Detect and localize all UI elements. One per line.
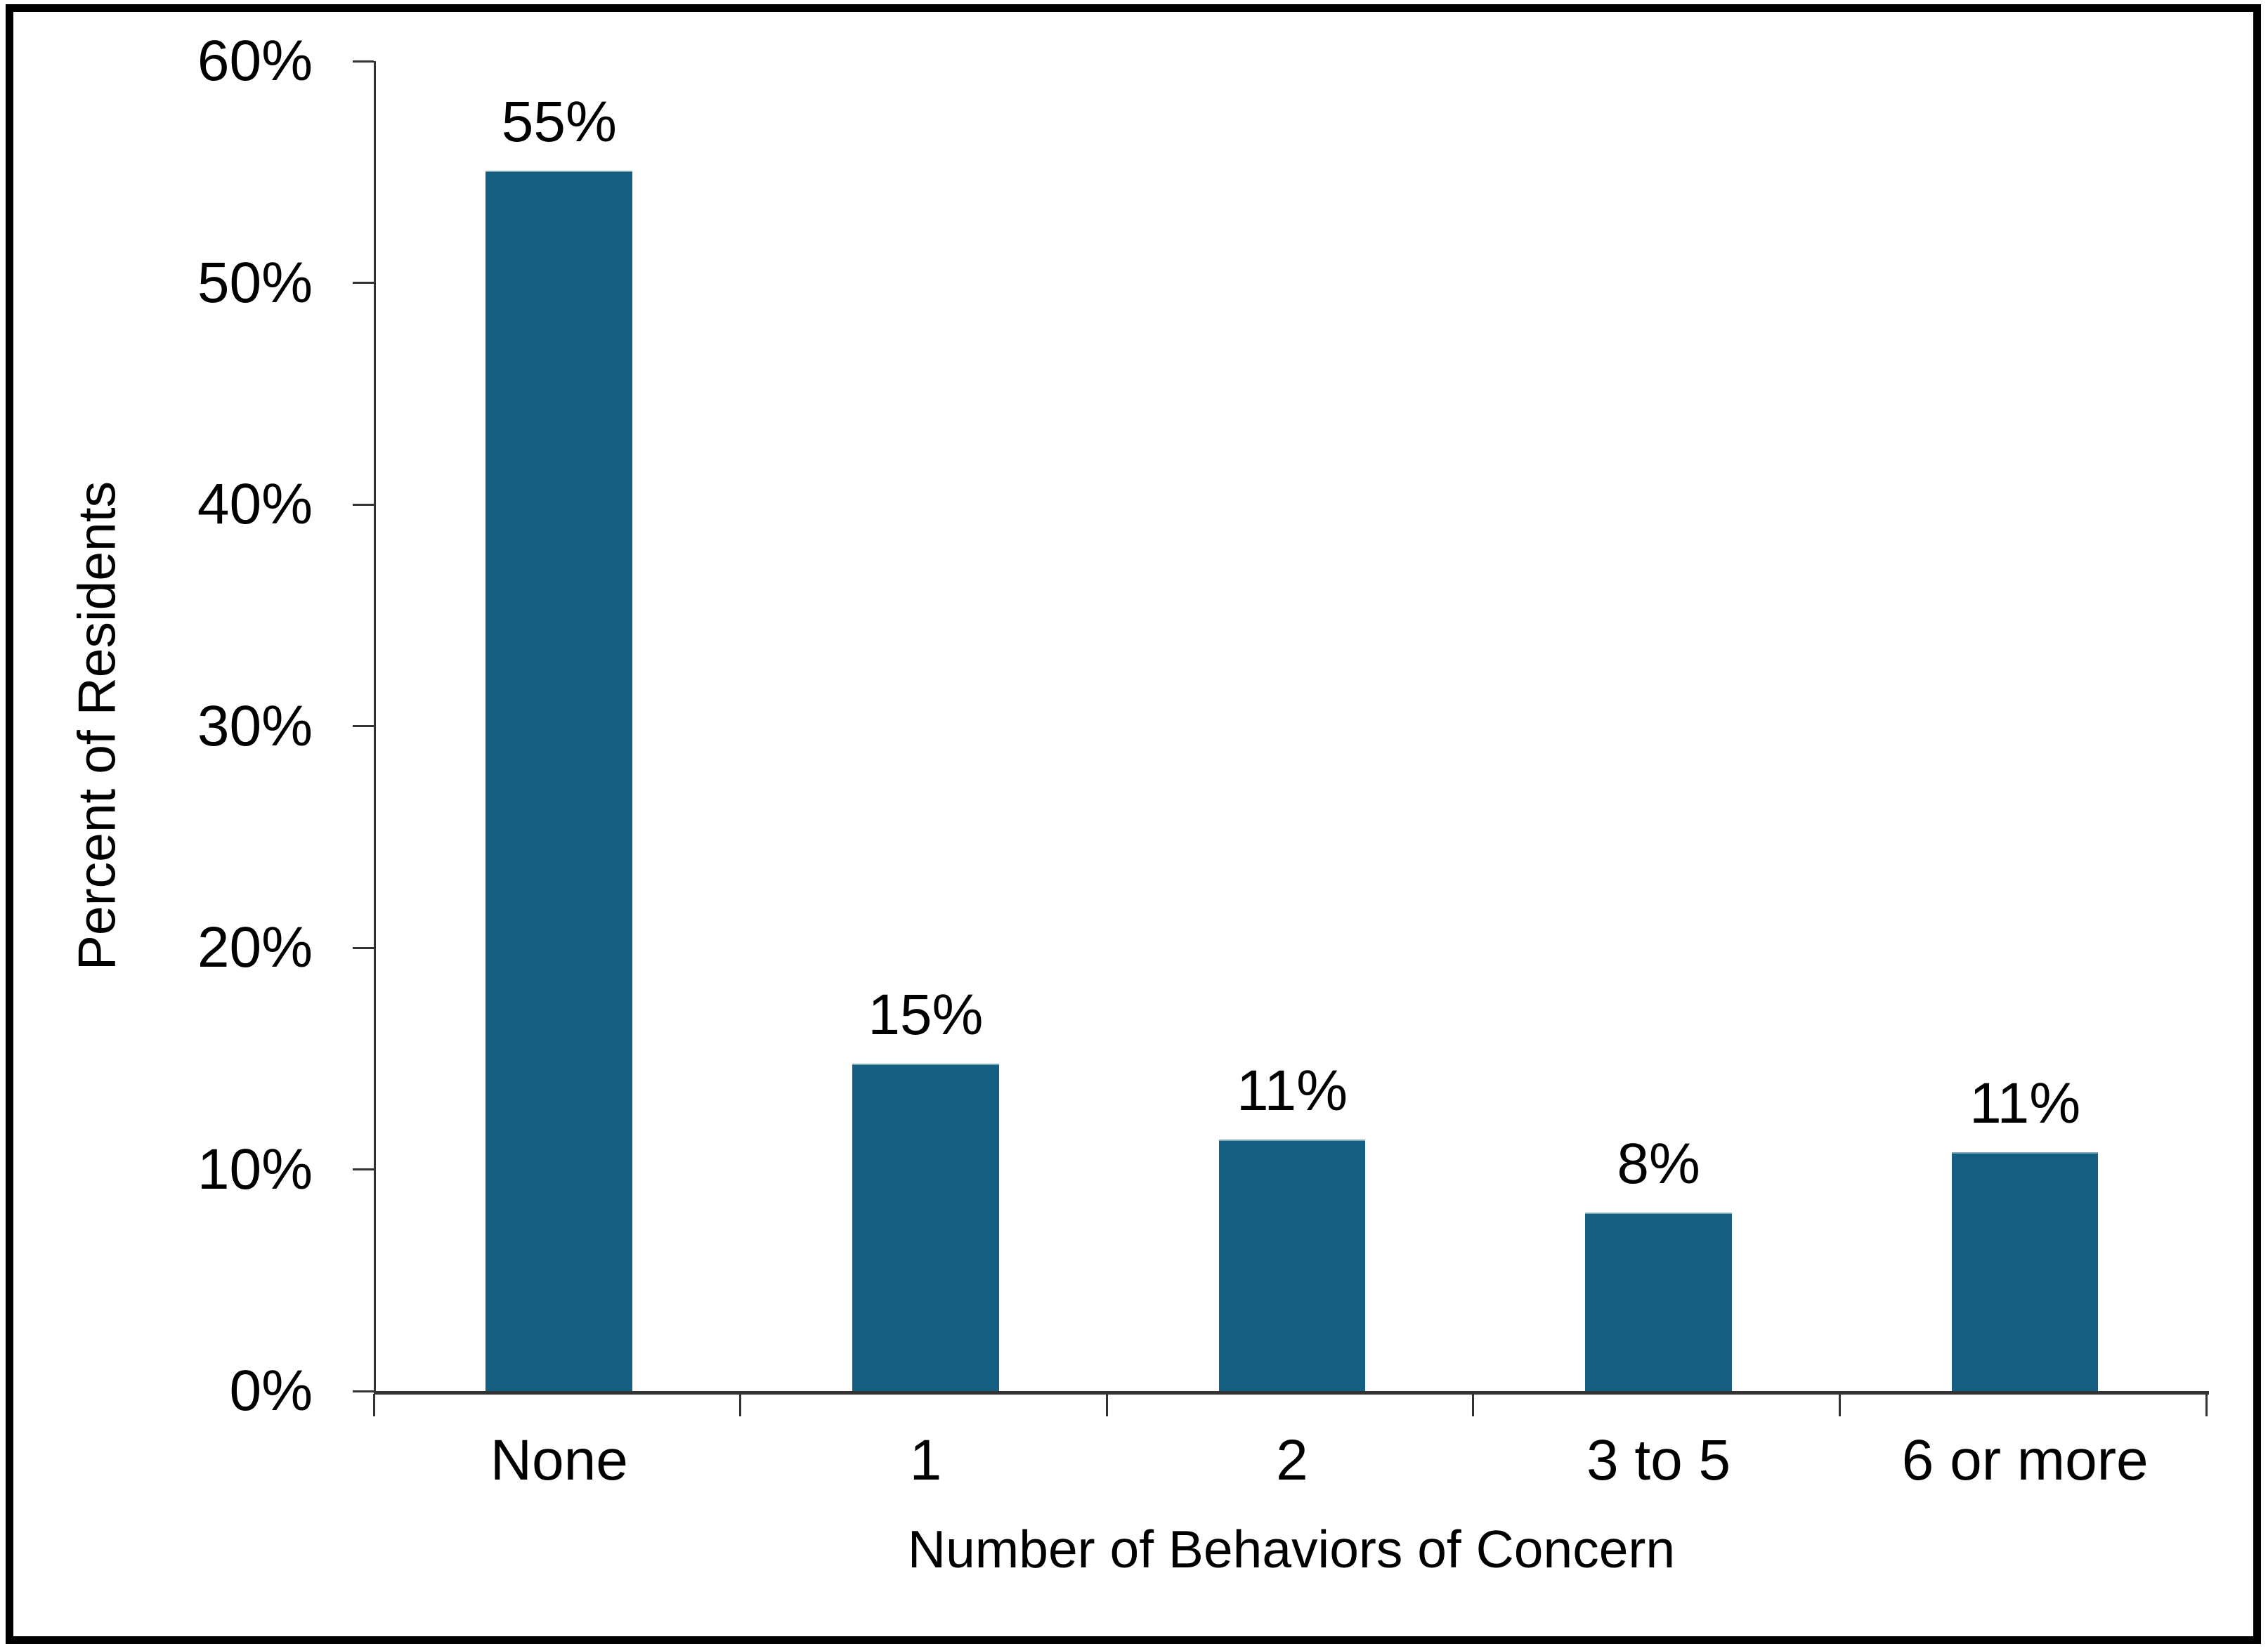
bar-slot: 15% bbox=[743, 61, 1109, 1391]
x-axis-title: Number of Behaviors of Concern bbox=[907, 1520, 1676, 1579]
bar-slot: 55% bbox=[376, 61, 743, 1391]
y-tick-label: 30% bbox=[197, 693, 313, 758]
bar bbox=[1218, 1139, 1366, 1391]
bar-value-label: 55% bbox=[501, 89, 617, 154]
y-tick-mark bbox=[353, 60, 374, 63]
y-tick-label: 50% bbox=[197, 250, 313, 315]
bar-value-label: 15% bbox=[868, 983, 984, 1048]
y-tick-mark bbox=[353, 282, 374, 284]
bar bbox=[852, 1064, 999, 1391]
x-tick-mark bbox=[1105, 1394, 1108, 1416]
bar bbox=[485, 170, 633, 1391]
x-tick-mark bbox=[1838, 1394, 1841, 1416]
y-tick-label: 0% bbox=[229, 1359, 313, 1423]
bar-value-label: 8% bbox=[1617, 1131, 1700, 1196]
y-tick-mark bbox=[353, 1390, 374, 1392]
x-axis-line bbox=[374, 1391, 2209, 1395]
y-tick-mark bbox=[353, 1168, 374, 1170]
y-tick-mark bbox=[353, 503, 374, 506]
y-tick-label: 10% bbox=[197, 1137, 313, 1201]
x-tick-mark bbox=[1472, 1394, 1475, 1416]
bar bbox=[1585, 1212, 1732, 1391]
y-tick-label: 60% bbox=[197, 29, 313, 93]
x-category-label: 1 bbox=[909, 1428, 942, 1492]
y-tick-label: 20% bbox=[197, 915, 313, 979]
x-tick-mark bbox=[2205, 1394, 2208, 1416]
bar-value-label: 11% bbox=[1969, 1071, 2081, 1136]
bar-slot: 11% bbox=[1109, 61, 1475, 1391]
plot-area: 55% 15% 11% 8% 11% bbox=[376, 61, 2208, 1391]
bar-slot: 11% bbox=[1842, 61, 2208, 1391]
x-tick-mark bbox=[372, 1394, 375, 1416]
x-category-label: 3 to 5 bbox=[1586, 1428, 1731, 1492]
x-category-label: 6 or more bbox=[1901, 1428, 2149, 1492]
x-category-label: None bbox=[490, 1428, 628, 1492]
x-tick-mark bbox=[739, 1394, 742, 1416]
bar-slot: 8% bbox=[1475, 61, 1842, 1391]
y-tick-label: 40% bbox=[197, 472, 313, 536]
y-axis-line bbox=[374, 61, 376, 1394]
y-tick-mark bbox=[353, 725, 374, 727]
x-category-label: 2 bbox=[1276, 1428, 1308, 1492]
figure-border-frame bbox=[6, 4, 2261, 1644]
bar-value-label: 11% bbox=[1236, 1058, 1348, 1123]
y-tick-mark bbox=[353, 946, 374, 949]
bar bbox=[1951, 1152, 2099, 1391]
